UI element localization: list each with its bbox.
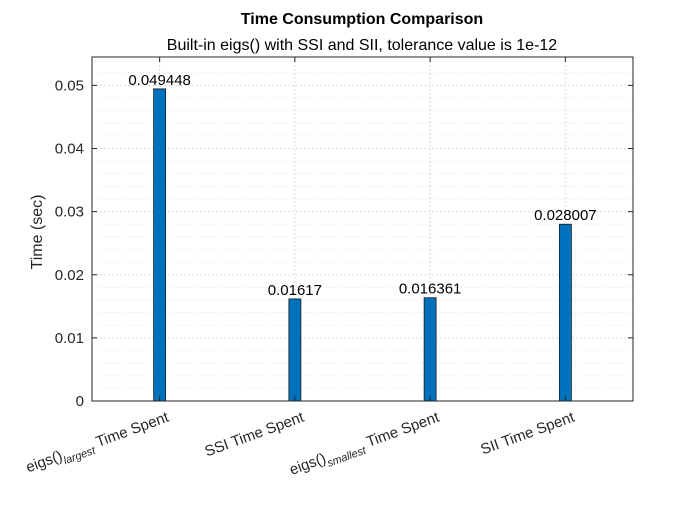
- y-tick-label: 0.03: [55, 204, 84, 221]
- bars: [153, 88, 572, 402]
- x-tick-label: SSI Time Spent: [202, 409, 307, 461]
- y-axis-label: Time (sec): [29, 195, 46, 270]
- y-tick-label: 0.02: [55, 267, 84, 284]
- x-tick-label: eigs()smallest Time Spent: [287, 409, 443, 483]
- y-tick-label: 0.01: [55, 330, 84, 347]
- labels: 0.049448 0.01617 0.016361 0.028007 0 0.01 0.02…: [24, 72, 597, 483]
- x-tick-label: eigs()largest Time Spent: [24, 409, 173, 481]
- chart-title: Time Consumption Comparison: [241, 11, 483, 28]
- data-label: 0.016361: [399, 281, 462, 298]
- axes: [91, 56, 634, 402]
- data-label: 0.01617: [268, 282, 322, 299]
- bar: [153, 88, 167, 402]
- data-label: 0.028007: [534, 207, 597, 224]
- y-tick-label: 0.05: [55, 77, 84, 94]
- x-tick-label: SII Time Spent: [478, 409, 577, 459]
- y-tick-label: 0: [76, 393, 84, 410]
- chart-subtitle: Built-in eigs() with SSI and SII, tolera…: [167, 37, 558, 54]
- axes-box: [91, 56, 634, 402]
- bar: [423, 297, 437, 402]
- grid-lines: [92, 57, 633, 401]
- data-label: 0.049448: [128, 72, 191, 89]
- y-tick-label: 0.04: [55, 141, 84, 158]
- bar: [558, 223, 572, 402]
- bar: [288, 298, 302, 402]
